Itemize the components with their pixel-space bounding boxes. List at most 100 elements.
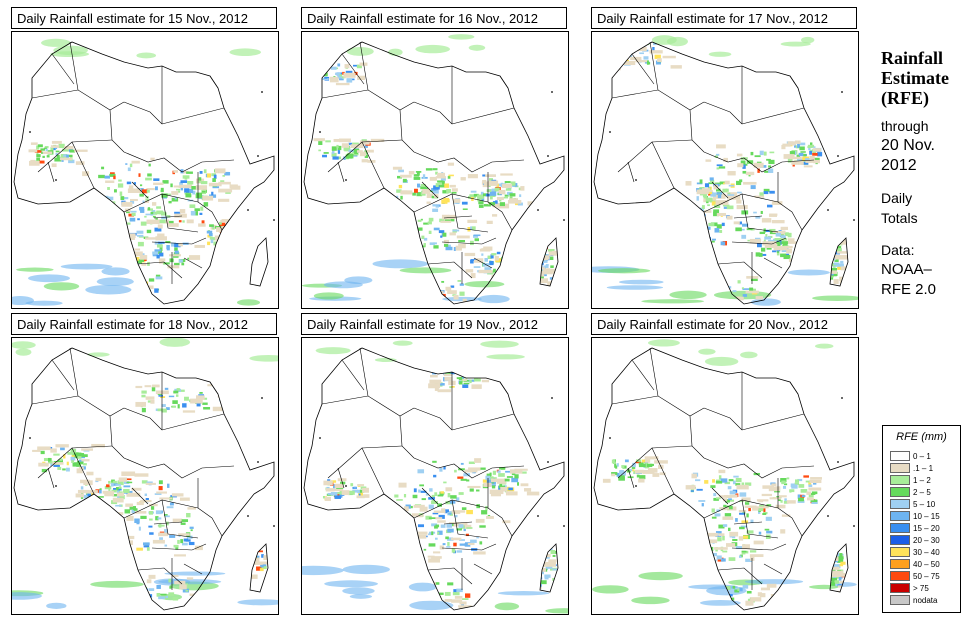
rain-cell [447,528,454,533]
drizzle-cell [744,505,757,509]
drizzle-cell [32,449,41,452]
drizzle-cell [59,157,73,161]
drizzle-cell [144,385,152,388]
rain-cell [217,388,223,391]
rain-cell [748,43,752,46]
ocean-rain-streaks [592,35,858,306]
drizzle-cell [63,146,74,150]
rain-cell [701,236,708,240]
country-border [161,193,199,233]
drizzle-cell [670,65,682,69]
rain-cell [55,150,60,153]
drizzle-cell [833,591,842,596]
ocean-rain-cell [740,351,758,359]
country-border [137,261,183,279]
rain-cell [95,489,101,493]
drizzle-cell [125,503,134,507]
rain-cell [672,584,678,588]
rain-cell [463,473,471,477]
rain-cell [212,178,216,182]
rain-cell [420,183,426,187]
drizzle-cell [548,251,561,256]
rain-cell [219,240,225,243]
data-source: NOAA– [881,261,932,278]
rain-cell [371,287,374,291]
drizzle-cell [498,189,506,195]
ocean-rain-cell [780,41,811,47]
rain-cell [726,43,731,46]
rain-cell [547,546,550,550]
rain-cell [164,387,169,390]
rain-cell [311,65,315,68]
rain-cell [542,260,548,263]
rain-cell [185,539,191,542]
islands [29,397,275,527]
rain-cell [545,264,549,266]
drizzle-cell [167,265,180,269]
rain-cell [740,525,748,528]
rain-cell [112,493,118,497]
rain-cell [736,348,743,349]
rain-cell [185,589,189,592]
rain-cell [417,524,425,528]
rain-cell [50,463,53,466]
drizzle-cell [832,570,844,574]
drizzle-cell [240,236,251,240]
rain-cell [757,341,763,345]
rain-cell [337,145,342,151]
rain-cell [495,200,498,204]
rain-cell [718,524,725,529]
drizzle-cell [785,245,793,249]
ocean-rain-cell [374,357,397,363]
rain-cell [797,143,801,148]
rain-cell [111,489,117,493]
rain-cell [476,536,479,539]
rain-cell [208,233,213,237]
rain-cell [741,287,745,290]
rain-cell [742,288,750,290]
rain-cell [776,241,781,247]
rain-cell [719,230,723,233]
rain-cell [227,228,231,233]
island-dot [841,91,843,93]
rain-cell [757,348,764,350]
rain-cell [136,256,140,262]
rain-cell [466,509,473,515]
rain-cell [762,253,767,256]
rain-cell [732,480,736,485]
rain-cell [760,210,763,214]
rain-cell [225,242,230,245]
rain-cell [149,532,154,535]
rain-cell [624,459,629,463]
rain-cell [716,497,721,500]
rain-cell [763,42,766,45]
rain-cell [95,579,100,583]
rain-cell [744,42,749,43]
rain-cell [336,144,339,149]
rain-cell [840,561,846,565]
rain-cell [224,395,230,400]
rain-cell [149,518,153,521]
rain-cell [134,47,141,50]
rain-cell [187,257,190,260]
rain-cell [124,509,131,514]
rain-cell [258,550,263,553]
drizzle-cell [782,143,791,147]
rain-cell [735,348,740,353]
rain-cell [784,498,787,502]
rain-cell [144,215,147,218]
rain-cell [494,187,500,192]
rain-cell [203,407,211,410]
rain-cell [236,228,240,233]
drizzle-cell [749,238,762,244]
rain-cell [78,581,85,585]
rain-cell [722,524,728,527]
rain-cell [86,595,91,600]
drizzle-cell [669,597,682,602]
rain-cell [711,516,717,519]
rain-cell [137,218,140,221]
rain-cell [428,230,432,235]
rain-cell [722,188,728,193]
rain-cell [753,211,757,214]
rain-cell [481,510,488,515]
